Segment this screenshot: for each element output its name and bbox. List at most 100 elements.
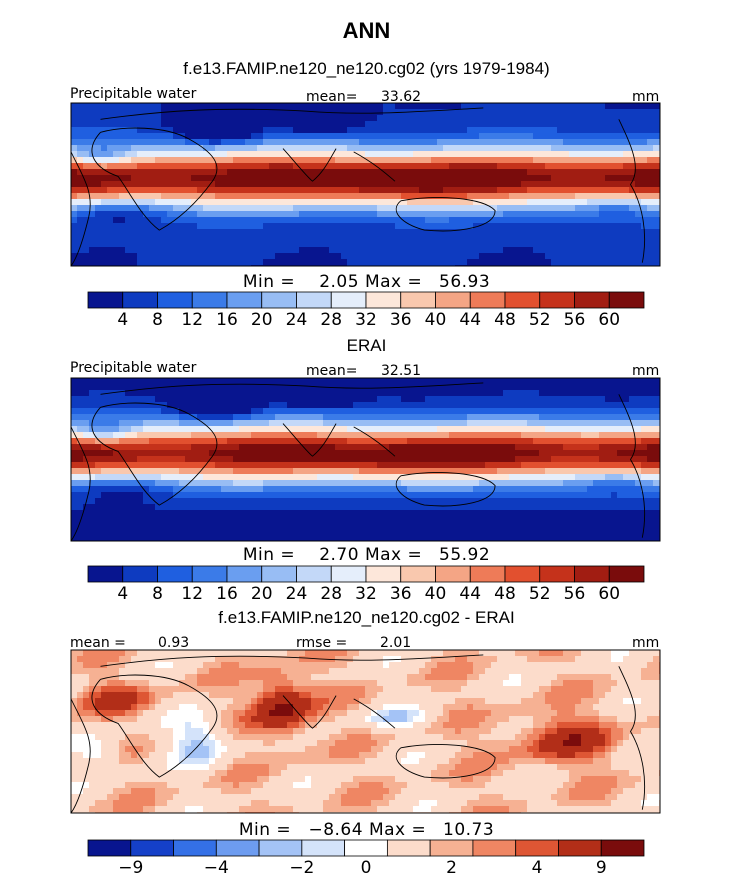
map-cell	[161, 205, 168, 212]
map-cell	[287, 175, 294, 182]
map-cell	[401, 486, 408, 493]
map-cell	[305, 115, 312, 122]
map-cell	[311, 181, 318, 188]
map-cell	[569, 151, 576, 158]
map-cell	[575, 438, 582, 445]
map-cell	[257, 420, 264, 427]
panel3-max-label: Max =	[368, 820, 427, 840]
map-cell	[641, 103, 648, 110]
map-cell	[71, 486, 78, 493]
map-cell	[497, 259, 504, 266]
map-cell	[599, 193, 606, 200]
map-cell	[263, 480, 270, 487]
map-cell	[653, 115, 660, 122]
map-cell	[617, 480, 624, 487]
map-cell	[593, 205, 600, 212]
map-cell	[449, 408, 456, 415]
map-cell	[359, 229, 366, 236]
map-cell	[461, 247, 468, 254]
map-cell	[491, 229, 498, 236]
map-cell	[389, 151, 396, 158]
map-cell	[419, 121, 426, 128]
map-cell	[605, 163, 612, 170]
map-cell	[527, 444, 534, 451]
map-cell	[251, 486, 258, 493]
map-cell	[617, 253, 624, 260]
map-cell	[191, 426, 198, 433]
map-cell	[533, 181, 540, 188]
map-cell	[293, 241, 300, 248]
map-cell	[329, 175, 336, 182]
map-cell	[131, 235, 138, 242]
map-cell	[335, 181, 342, 188]
map-cell	[149, 390, 156, 397]
map-cell	[209, 402, 216, 409]
map-cell	[473, 229, 480, 236]
map-cell	[335, 247, 342, 254]
map-cell	[119, 444, 126, 451]
map-cell	[221, 414, 228, 421]
map-cell	[83, 474, 90, 481]
map-cell	[629, 217, 636, 224]
map-cell	[635, 241, 642, 248]
map-cell	[191, 504, 198, 511]
map-cell	[227, 145, 234, 152]
map-cell	[245, 241, 252, 248]
map-cell	[623, 426, 630, 433]
map-cell	[359, 109, 366, 116]
map-cell	[473, 247, 480, 254]
map-cell	[527, 420, 534, 427]
map-cell	[125, 480, 132, 487]
map-cell	[269, 175, 276, 182]
map-cell	[641, 151, 648, 158]
map-cell	[563, 474, 570, 481]
map-cell	[191, 223, 198, 230]
map-cell	[173, 235, 180, 242]
map-cell	[125, 498, 132, 505]
map-cell	[233, 205, 240, 212]
map-cell	[113, 133, 120, 140]
map-cell	[143, 181, 150, 188]
map-cell	[215, 474, 222, 481]
map-cell	[371, 205, 378, 212]
map-cell	[335, 384, 342, 391]
map-cell	[593, 432, 600, 439]
map-cell	[311, 205, 318, 212]
map-cell	[443, 438, 450, 445]
map-cell	[263, 450, 270, 457]
map-cell	[509, 259, 516, 266]
map-cell	[287, 157, 294, 164]
map-cell	[617, 199, 624, 206]
map-cell	[491, 420, 498, 427]
map-cell	[527, 139, 534, 146]
map-cell	[263, 432, 270, 439]
map-cell	[197, 420, 204, 427]
map-cell	[209, 492, 216, 499]
map-cell	[221, 426, 228, 433]
map-cell	[443, 229, 450, 236]
map-cell	[275, 474, 282, 481]
map-cell	[605, 217, 612, 224]
map-cell	[437, 498, 444, 505]
map-cell	[371, 384, 378, 391]
map-cell	[77, 450, 84, 457]
map-cell	[221, 468, 228, 475]
map-cell	[155, 127, 162, 134]
map-cell	[281, 103, 288, 110]
map-cell	[269, 444, 276, 451]
map-cell	[131, 175, 138, 182]
map-cell	[167, 151, 174, 158]
map-cell	[395, 450, 402, 457]
map-cell	[353, 205, 360, 212]
map-cell	[203, 205, 210, 212]
map-cell	[335, 420, 342, 427]
map-cell	[215, 109, 222, 116]
map-cell	[419, 115, 426, 122]
map-cell	[629, 402, 636, 409]
map-cell	[179, 187, 186, 194]
map-cell	[347, 390, 354, 397]
map-cell	[221, 163, 228, 170]
map-cell	[575, 402, 582, 409]
map-cell	[467, 378, 474, 385]
